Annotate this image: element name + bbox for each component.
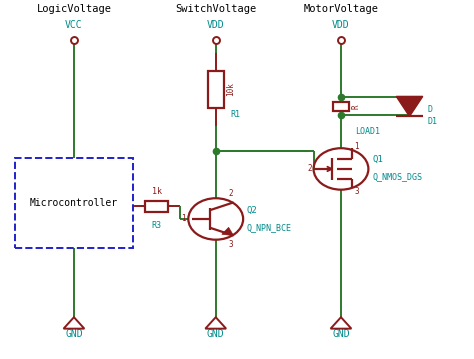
Text: LOAD1: LOAD1 xyxy=(355,127,380,136)
Text: GND: GND xyxy=(65,328,83,339)
Text: SwitchVoltage: SwitchVoltage xyxy=(175,4,256,14)
Text: Q1: Q1 xyxy=(372,155,383,164)
Polygon shape xyxy=(222,227,234,236)
Text: Q2: Q2 xyxy=(247,206,258,215)
Bar xyxy=(208,71,224,108)
Text: 1k: 1k xyxy=(152,187,162,196)
Text: MotorVoltage: MotorVoltage xyxy=(303,4,378,14)
Text: Q_NPN_BCE: Q_NPN_BCE xyxy=(247,223,292,232)
Text: Microcontroller: Microcontroller xyxy=(30,198,118,208)
Text: GND: GND xyxy=(207,328,225,339)
Bar xyxy=(15,158,133,248)
Text: D1: D1 xyxy=(428,117,438,126)
Text: D: D xyxy=(428,106,432,115)
Text: VDD: VDD xyxy=(332,20,350,29)
Bar xyxy=(333,102,349,111)
Bar xyxy=(146,201,168,213)
Text: GND: GND xyxy=(332,328,350,339)
Text: 2: 2 xyxy=(307,164,312,173)
Text: 2: 2 xyxy=(228,189,233,198)
Text: R: R xyxy=(351,104,360,109)
Polygon shape xyxy=(396,97,423,116)
Text: Q_NMOS_DGS: Q_NMOS_DGS xyxy=(372,172,422,181)
Text: 1: 1 xyxy=(182,214,186,223)
Text: LogicVoltage: LogicVoltage xyxy=(36,4,111,14)
Text: R1: R1 xyxy=(230,110,240,119)
Text: R3: R3 xyxy=(152,221,162,230)
Text: 3: 3 xyxy=(228,240,233,249)
Text: VCC: VCC xyxy=(65,20,83,29)
Text: 3: 3 xyxy=(355,187,359,196)
Text: VDD: VDD xyxy=(207,20,225,29)
Text: 1: 1 xyxy=(355,142,359,151)
Text: 10k: 10k xyxy=(226,83,235,96)
